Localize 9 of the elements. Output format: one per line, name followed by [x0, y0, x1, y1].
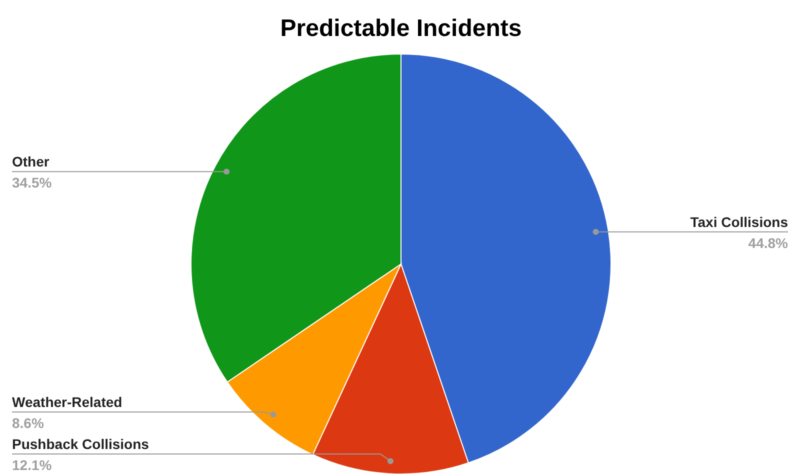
data-label: 44.8% — [748, 234, 789, 251]
slice-label: Pushback Collisions — [12, 436, 150, 452]
chart-title: Predictable Incidents — [280, 15, 522, 42]
data-label: 8.6% — [12, 415, 44, 431]
slice-label: Taxi Collisions — [690, 214, 788, 230]
data-label: 12.1% — [12, 457, 52, 473]
data-label: 34.5% — [12, 174, 52, 191]
slice-label: Weather-Related — [12, 394, 122, 410]
slice-label: Other — [12, 154, 50, 170]
